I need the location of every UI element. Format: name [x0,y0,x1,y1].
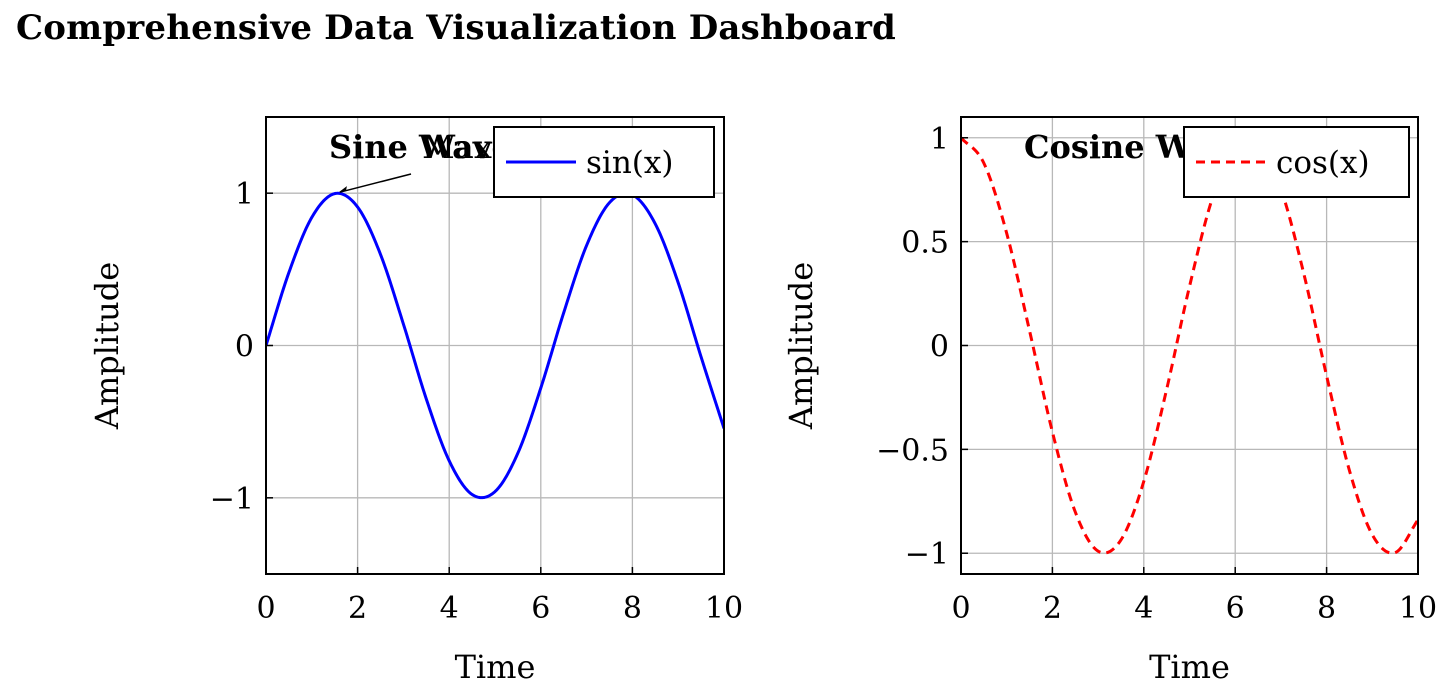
y-tick-label: 1 [235,177,254,212]
x-tick-label: 6 [1226,591,1245,626]
legend: cos(x) [1183,126,1410,198]
x-tick-label: 0 [256,591,275,626]
panel-title: Sine Wave [329,128,512,166]
x-tick-label: 6 [531,591,550,626]
legend-label: cos(x) [1276,145,1370,181]
x-tick-label: 4 [1134,591,1153,626]
annotation-label: Max [422,128,492,166]
annotation-arrow [339,173,412,193]
y-tick-label: 0 [930,330,949,365]
y-axis-label: Amplitude [782,262,820,430]
y-tick-label: −1 [210,482,254,517]
annotation-arrowhead [338,186,347,193]
y-tick-label: 1 [930,122,949,157]
x-tick-label: 8 [623,591,642,626]
x-tick-label: 8 [1317,591,1336,626]
y-axis-label: Amplitude [88,262,126,430]
legend-box [1183,126,1410,198]
x-tick-label: 0 [951,591,970,626]
y-tick-label: 0 [235,330,254,365]
x-tick-label: 10 [1399,591,1437,626]
legend-label: sin(x) [586,145,673,181]
dashboard-title: Comprehensive Data Visualization Dashboa… [16,8,897,48]
x-tick-label: 4 [440,591,459,626]
x-tick-label: 10 [705,591,743,626]
legend: sin(x) [493,126,715,198]
x-tick-label: 2 [1043,591,1062,626]
x-axis-label: Time [1149,648,1230,686]
x-axis-label: Time [455,648,536,686]
y-tick-label: −1 [905,537,949,572]
y-tick-label: −0.5 [876,433,949,468]
series-line-sin(x) [266,191,724,500]
series-line-cos(x) [961,136,1418,555]
x-tick-label: 2 [348,591,367,626]
y-tick-label: 0.5 [901,226,949,261]
